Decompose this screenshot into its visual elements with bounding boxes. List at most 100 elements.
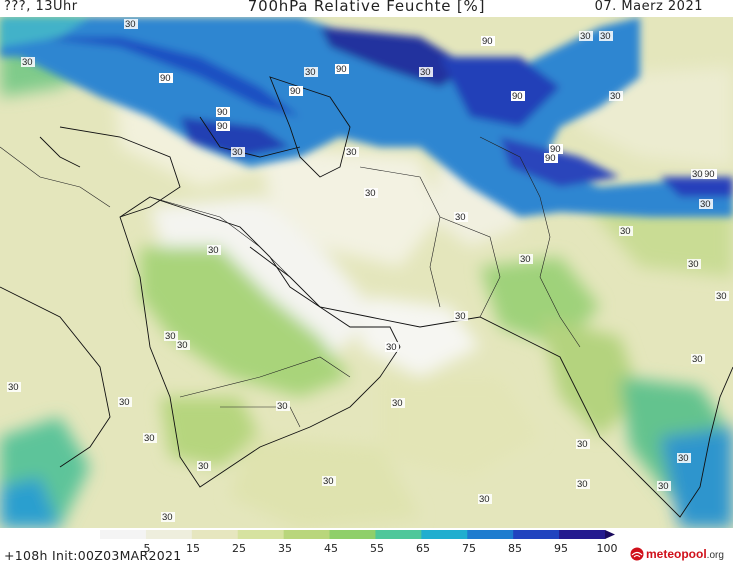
logo-globe-icon: [630, 547, 644, 561]
forecast-date: 07. Maerz 2021: [594, 0, 703, 14]
humidity-colorbar: [100, 530, 615, 539]
contour-label: 30: [198, 461, 209, 472]
colorbar-tick-label: 15: [186, 542, 200, 555]
contour-label: 90: [545, 153, 556, 164]
contour-label: 30: [277, 401, 288, 412]
contour-label: 30: [22, 57, 33, 68]
contour-label-bg: [454, 311, 468, 321]
contour-label: 90: [160, 73, 171, 84]
contour-label-bg: [7, 382, 21, 392]
contour-label: 90: [217, 107, 228, 118]
contour-label: 30: [305, 67, 316, 78]
contour-label: 30: [455, 212, 466, 223]
contour-label-bg: [345, 147, 359, 157]
coastlines: [0, 76, 733, 518]
contour-label-bg: [164, 331, 178, 341]
contour-label-bg: [197, 461, 211, 471]
contour-label-bg: [481, 36, 495, 46]
contour-label-bg: [687, 259, 701, 269]
contour-label-bg: [143, 433, 157, 443]
contour-label-bg: [289, 86, 303, 96]
contour-label: 30: [8, 382, 19, 393]
colorbar-arrow: [605, 530, 615, 539]
contour-label-bg: [454, 212, 468, 222]
contour-label: 30: [600, 31, 611, 42]
contour-label: 30: [177, 340, 188, 351]
contour-label-bg: [322, 476, 336, 486]
contour-label-bg: [511, 91, 525, 101]
contour-label: 30: [386, 342, 397, 353]
contour-label: 30: [162, 512, 173, 523]
contour-label-bg: [478, 494, 492, 504]
humidity-shading: [0, 17, 733, 528]
contour-label-bg: [691, 354, 705, 364]
contour-label-bg: [579, 31, 593, 41]
contour-label-bg: [576, 479, 590, 489]
contour-label-bg: [699, 199, 713, 209]
contour-label: 30: [144, 433, 155, 444]
colorbar-segment: [375, 530, 422, 539]
colorbar-tick-label: 35: [278, 542, 292, 555]
contour-label-bg: [176, 340, 190, 350]
contour-label: 90: [482, 36, 493, 47]
colorbar-tick-label: 45: [324, 542, 338, 555]
contour-label: 90: [336, 64, 347, 75]
contour-label: 30: [610, 91, 621, 102]
meteopool-logo[interactable]: meteopool.org: [630, 544, 732, 564]
contour-label: 30: [580, 31, 591, 42]
contour-label-bg: [304, 67, 318, 77]
contour-label: 90: [217, 121, 228, 132]
contour-label-bg: [216, 107, 230, 117]
contour-label: 30: [455, 311, 466, 322]
colorbar-segment: [559, 530, 606, 539]
country-borders: [0, 136, 581, 428]
contour-label: 90: [512, 91, 523, 102]
contour-label-bg: [216, 121, 230, 131]
contour-label: 30: [620, 226, 631, 237]
logo-name: meteopool: [646, 547, 707, 561]
contour-label-bg: [677, 453, 691, 463]
contour-label-bg: [549, 144, 563, 154]
contour-label: 30: [232, 147, 243, 158]
contour-label: 30: [365, 188, 376, 199]
contour-label: 30: [346, 147, 357, 158]
contour-label-bg: [715, 291, 729, 301]
contour-label: 30: [692, 169, 703, 180]
contour-label-bg: [609, 91, 623, 101]
contour-label-bg: [391, 398, 405, 408]
map-title: 700hPa Relative Feuchte [%]: [247, 0, 486, 15]
colorbar-segment: [467, 530, 514, 539]
contour-label: 30: [692, 354, 703, 365]
contour-label-bg: [519, 254, 533, 264]
contour-label-bg: [161, 512, 175, 522]
contour-label-bg: [691, 169, 705, 179]
contour-label: 30: [420, 67, 431, 78]
contour-label: 30: [688, 259, 699, 270]
map-footer: 5 15 25 35 45 55 65 75 85 95 100 +108h Init:00Z03M…: [0, 528, 733, 566]
contour-label: 30: [479, 494, 490, 505]
contour-label-bg: [657, 481, 671, 491]
contour-label: 30: [125, 19, 136, 30]
contour-label: 30: [577, 479, 588, 490]
colorbar-segment: [100, 530, 147, 539]
contour-label: 90: [290, 86, 301, 97]
contour-label-bg: [576, 439, 590, 449]
colorbar-tick-label: 25: [232, 542, 246, 555]
contour-label-bg: [364, 188, 378, 198]
colorbar-segment: [145, 530, 193, 539]
contour-label-bg: [335, 64, 349, 74]
colorbar-segment: [329, 530, 376, 539]
contour-label: 30: [208, 245, 219, 256]
humidity-map: 30 30 30 30 30 30 90 90 90 90 90 90 90 90 90 30 30 30 30 30…: [0, 17, 733, 528]
colorbar-tick-label: 55: [370, 542, 384, 555]
model-init-time: +108h Init:00Z03MAR2021: [4, 548, 182, 563]
contour-label: 30: [577, 439, 588, 450]
logo-text: meteopool.org: [646, 547, 724, 561]
contour-label: 30: [119, 397, 130, 408]
contour-label-bg: [118, 397, 132, 407]
contour-label-bg: [599, 31, 613, 41]
colorbar-segment: [237, 530, 285, 539]
contour-label: 30: [323, 476, 334, 487]
